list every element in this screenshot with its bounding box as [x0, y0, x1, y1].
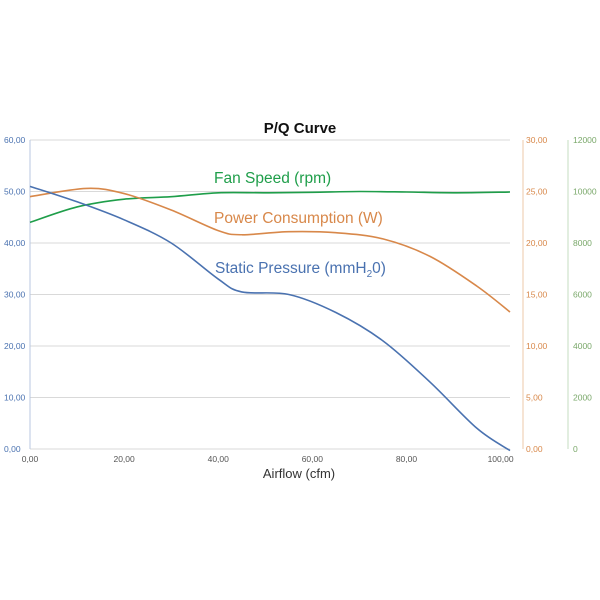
- y-right-power-tick-label: 20,00: [526, 238, 548, 248]
- x-tick-label: 60,00: [302, 454, 324, 464]
- y-right-speed-tick-label: 8000: [573, 238, 592, 248]
- series-lines: [29, 185, 511, 452]
- series-line-fan-speed: [29, 190, 511, 224]
- x-tick-label: 0,00: [22, 454, 39, 464]
- y-right-power-tick-label: 10,00: [526, 341, 548, 351]
- y-right-power-tick-label: 5,00: [526, 393, 543, 403]
- axes: 0,00 10,00 20,00 30,00 40,00 50,00 60,00 0,00 5,…: [4, 135, 597, 464]
- y-left-tick-label: 50,00: [4, 187, 26, 197]
- y-right-speed-tick-label: 12000: [573, 135, 597, 145]
- y-left-tick-label: 60,00: [4, 135, 26, 145]
- series-label-static-pressure: Static Pressure (mmH20): [215, 260, 386, 280]
- y-right-power-tick-label: 0,00: [526, 444, 543, 454]
- series-label-power-consumption: Power Consumption (W): [214, 210, 383, 227]
- x-axis-title: Airflow (cfm): [263, 466, 335, 481]
- gridlines: [30, 139, 510, 450]
- y-right-speed-tick-label: 2000: [573, 393, 592, 403]
- x-tick-label: 20,00: [113, 454, 135, 464]
- y-left-tick-label: 40,00: [4, 238, 26, 248]
- y-right-speed-tick-label: 4000: [573, 341, 592, 351]
- y-right-speed-tick-label: 6000: [573, 290, 592, 300]
- y-left-tick-label: 10,00: [4, 393, 26, 403]
- x-tick-label: 100,00: [488, 454, 514, 464]
- y-right-power-tick-label: 15,00: [526, 290, 548, 300]
- series-labels: Fan Speed (rpm) Power Consumption (W) Stat…: [214, 170, 386, 280]
- series-label-fan-speed: Fan Speed (rpm): [214, 170, 331, 187]
- y-right-power-tick-label: 30,00: [526, 135, 548, 145]
- series-line-power-consumption: [29, 187, 511, 313]
- y-left-tick-label: 20,00: [4, 341, 26, 351]
- y-right-power-tick-label: 25,00: [526, 187, 548, 197]
- x-tick-label: 40,00: [208, 454, 230, 464]
- series-line-static-pressure: [29, 185, 511, 452]
- y-right-speed-tick-label: 10000: [573, 187, 597, 197]
- y-left-tick-label: 0,00: [4, 444, 21, 454]
- y-left-tick-label: 30,00: [4, 290, 26, 300]
- chart-title: P/Q Curve: [264, 120, 337, 137]
- x-tick-label: 80,00: [396, 454, 418, 464]
- y-right-speed-tick-label: 0: [573, 444, 578, 454]
